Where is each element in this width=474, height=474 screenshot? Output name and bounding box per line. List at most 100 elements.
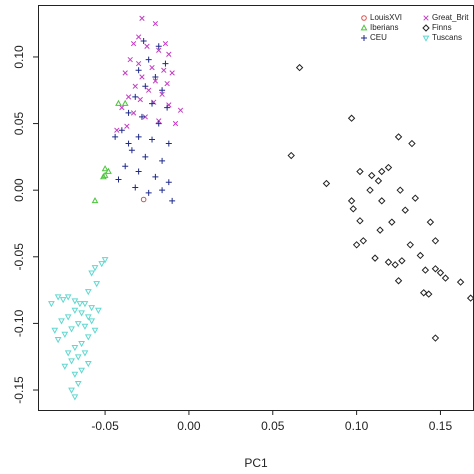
point <box>59 297 67 304</box>
point <box>164 104 171 111</box>
point <box>115 99 122 106</box>
x-tick-label: 0.15 <box>429 419 453 433</box>
point <box>105 167 112 174</box>
point <box>68 326 75 333</box>
point <box>394 277 403 285</box>
point <box>347 197 356 205</box>
legend-symbol <box>422 24 430 32</box>
point <box>84 289 92 296</box>
point <box>132 184 139 191</box>
point <box>441 274 450 282</box>
y-tick-label: 0.05 <box>12 112 26 136</box>
point <box>374 177 383 185</box>
point <box>384 258 393 266</box>
point <box>356 167 364 176</box>
point <box>159 87 166 94</box>
point <box>144 43 150 49</box>
point <box>135 168 142 175</box>
point <box>71 394 79 401</box>
point <box>411 194 420 202</box>
point <box>139 74 145 80</box>
y-tick-label: -0.15 <box>12 376 26 404</box>
point <box>169 197 176 204</box>
legend-label: Great_Brit <box>432 13 469 22</box>
point <box>71 345 79 352</box>
point <box>122 163 129 170</box>
point <box>125 94 132 100</box>
point <box>396 186 404 194</box>
point <box>78 310 85 317</box>
point <box>88 305 96 312</box>
point <box>122 70 128 76</box>
y-tick-label: 0.00 <box>12 178 26 202</box>
point <box>371 254 379 262</box>
point <box>401 206 409 214</box>
point <box>359 237 368 245</box>
point <box>78 367 85 374</box>
legend-label: CEU <box>370 33 387 42</box>
point <box>159 157 166 164</box>
x-axis-label: PC1 <box>244 456 268 470</box>
point <box>172 120 179 127</box>
point <box>349 205 357 213</box>
point <box>376 226 384 234</box>
point <box>84 314 92 321</box>
point <box>71 307 79 314</box>
point <box>61 363 69 370</box>
point <box>156 47 162 53</box>
point <box>91 265 99 272</box>
point <box>425 290 433 298</box>
point <box>394 133 403 141</box>
point <box>74 354 82 361</box>
point <box>64 314 72 321</box>
point <box>146 87 152 93</box>
point <box>112 133 119 140</box>
point <box>94 307 102 314</box>
point <box>93 281 101 288</box>
point <box>91 197 99 204</box>
point <box>64 350 72 357</box>
point <box>295 63 304 72</box>
point <box>68 358 75 365</box>
point <box>48 301 55 308</box>
legend-label: Tuscans <box>432 33 462 42</box>
point <box>127 56 133 63</box>
point <box>426 218 435 226</box>
point <box>135 67 142 74</box>
point <box>384 163 393 172</box>
point <box>61 331 69 338</box>
x-tick-label: -0.05 <box>91 419 119 433</box>
point <box>159 187 166 194</box>
point <box>391 261 399 269</box>
x-tick-label: 0.00 <box>177 419 201 433</box>
point <box>81 301 89 308</box>
point <box>98 261 106 268</box>
point <box>101 165 109 172</box>
legend-symbol <box>361 15 367 21</box>
point <box>356 217 364 225</box>
point <box>406 241 414 249</box>
point <box>436 269 445 277</box>
point <box>76 301 84 308</box>
point <box>132 83 138 89</box>
point <box>74 381 82 388</box>
point <box>162 60 169 67</box>
point <box>121 99 129 106</box>
point <box>130 40 137 47</box>
legend-label: Iberians <box>370 23 398 32</box>
point <box>142 114 148 120</box>
point <box>145 189 152 196</box>
point <box>421 266 430 274</box>
point <box>164 80 170 87</box>
point <box>152 78 159 84</box>
point <box>165 140 172 147</box>
point <box>161 67 167 73</box>
point <box>142 83 149 90</box>
point <box>74 321 82 328</box>
point <box>322 179 331 188</box>
point <box>149 100 156 107</box>
point <box>368 171 376 180</box>
point <box>115 176 122 183</box>
point <box>78 341 85 348</box>
point <box>431 334 440 342</box>
